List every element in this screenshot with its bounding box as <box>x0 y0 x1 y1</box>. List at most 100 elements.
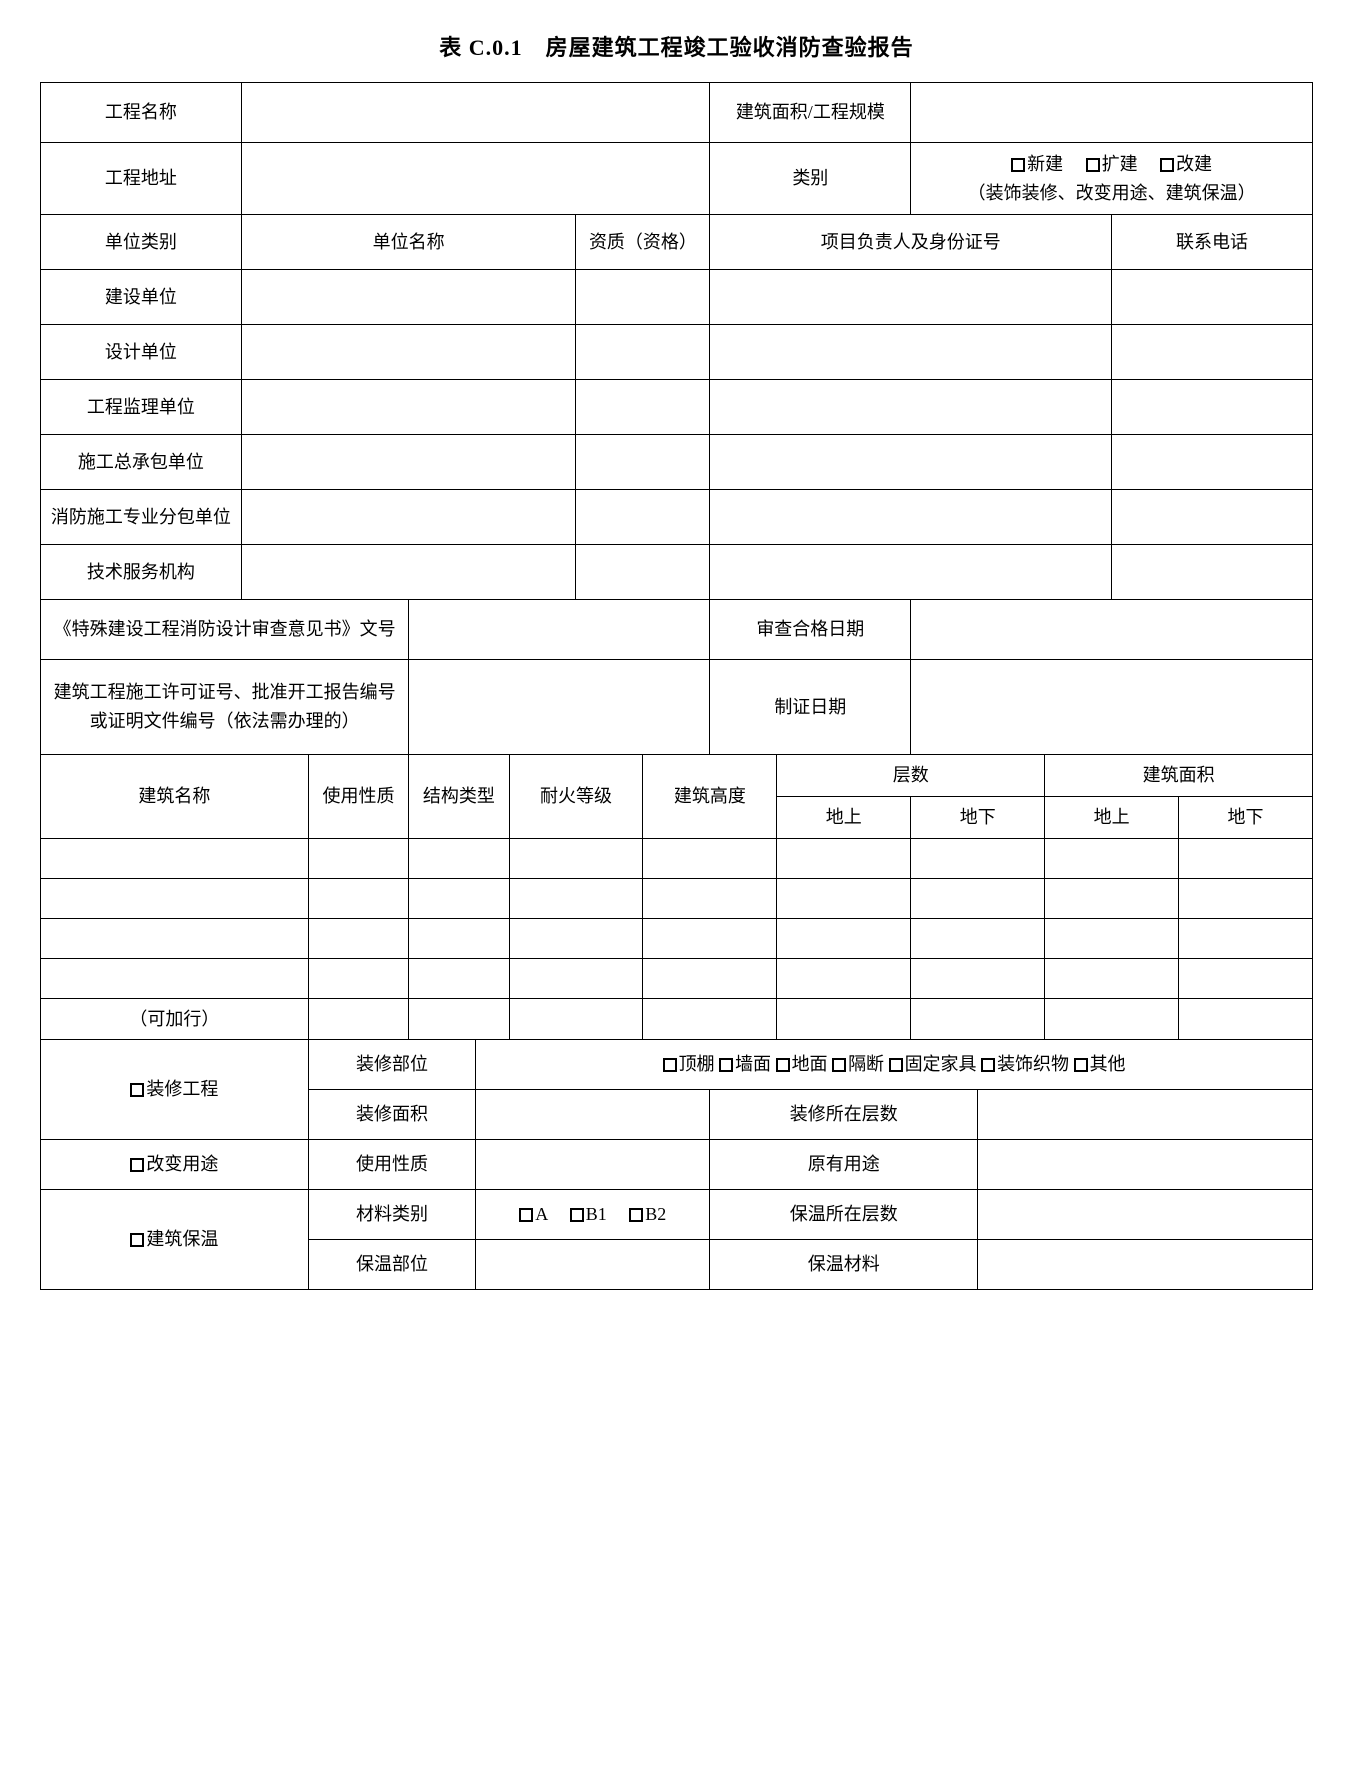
field-general-contractor-qual[interactable] <box>576 435 710 490</box>
table-row[interactable] <box>777 878 911 918</box>
table-row[interactable] <box>911 958 1045 998</box>
checkbox-floor[interactable] <box>776 1058 790 1072</box>
table-row[interactable] <box>777 998 911 1040</box>
field-tech-service-org-qual[interactable] <box>576 545 710 600</box>
table-row[interactable] <box>509 918 643 958</box>
field-tech-service-org-resp[interactable] <box>710 545 1112 600</box>
table-row[interactable] <box>409 998 509 1040</box>
field-permit-number[interactable] <box>409 660 710 755</box>
field-special-review-doc[interactable] <box>409 600 710 660</box>
checkbox-partition[interactable] <box>832 1058 846 1072</box>
table-row[interactable] <box>409 918 509 958</box>
table-row[interactable] <box>41 878 309 918</box>
field-decoration-area[interactable] <box>476 1090 710 1140</box>
table-row[interactable] <box>911 878 1045 918</box>
field-insulation-floor[interactable] <box>978 1190 1313 1240</box>
table-row[interactable] <box>1179 998 1313 1040</box>
field-construction-unit-resp[interactable] <box>710 270 1112 325</box>
table-row[interactable] <box>1179 838 1313 878</box>
checkbox-rebuild[interactable] <box>1160 158 1174 172</box>
table-row[interactable] <box>643 838 777 878</box>
field-review-pass-date[interactable] <box>911 600 1313 660</box>
checkbox-ceiling[interactable] <box>663 1058 677 1072</box>
field-construction-unit-phone[interactable] <box>1112 270 1313 325</box>
table-row[interactable] <box>643 878 777 918</box>
table-row[interactable] <box>911 838 1045 878</box>
field-construction-unit-qual[interactable] <box>576 270 710 325</box>
table-row[interactable] <box>409 838 509 878</box>
field-fire-subcontractor-name[interactable] <box>241 490 576 545</box>
table-row[interactable] <box>41 958 309 998</box>
field-project-name[interactable] <box>241 83 710 143</box>
field-general-contractor-phone[interactable] <box>1112 435 1313 490</box>
checkbox-fabric[interactable] <box>981 1058 995 1072</box>
checkbox-mat-a[interactable] <box>519 1208 533 1222</box>
field-design-unit-qual[interactable] <box>576 325 710 380</box>
checkbox-wall[interactable] <box>719 1058 733 1072</box>
table-row[interactable] <box>41 838 309 878</box>
checkbox-new[interactable] <box>1011 158 1025 172</box>
field-design-unit-name[interactable] <box>241 325 576 380</box>
field-cert-date[interactable] <box>911 660 1313 755</box>
checkbox-furniture[interactable] <box>889 1058 903 1072</box>
field-design-unit-phone[interactable] <box>1112 325 1313 380</box>
table-row[interactable] <box>509 838 643 878</box>
table-row[interactable] <box>777 918 911 958</box>
field-supervision-unit-phone[interactable] <box>1112 380 1313 435</box>
table-row[interactable] <box>41 918 309 958</box>
field-building-area-scale[interactable] <box>911 83 1313 143</box>
table-row[interactable] <box>643 958 777 998</box>
table-row[interactable] <box>409 958 509 998</box>
checkbox-expand[interactable] <box>1086 158 1100 172</box>
checkbox-change-use[interactable] <box>130 1158 144 1172</box>
table-row[interactable] <box>509 998 643 1040</box>
table-row[interactable] <box>1045 838 1179 878</box>
label-decoration-project[interactable]: 装修工程 <box>41 1040 309 1140</box>
table-row[interactable] <box>643 998 777 1040</box>
table-row[interactable] <box>308 998 408 1040</box>
table-row[interactable] <box>308 958 408 998</box>
field-construction-unit-name[interactable] <box>241 270 576 325</box>
field-decoration-floor[interactable] <box>978 1090 1313 1140</box>
table-row[interactable] <box>1045 958 1179 998</box>
table-row[interactable] <box>1045 918 1179 958</box>
checkbox-mat-b2[interactable] <box>629 1208 643 1222</box>
field-design-unit-resp[interactable] <box>710 325 1112 380</box>
field-fire-subcontractor-resp[interactable] <box>710 490 1112 545</box>
label-change-use[interactable]: 改变用途 <box>41 1140 309 1190</box>
table-row[interactable] <box>1045 878 1179 918</box>
table-row[interactable] <box>1179 878 1313 918</box>
field-supervision-unit-resp[interactable] <box>710 380 1112 435</box>
table-row[interactable] <box>308 918 408 958</box>
table-row[interactable] <box>1179 958 1313 998</box>
table-row[interactable] <box>308 878 408 918</box>
field-supervision-unit-name[interactable] <box>241 380 576 435</box>
table-row[interactable] <box>1179 918 1313 958</box>
field-original-use[interactable] <box>978 1140 1313 1190</box>
table-row[interactable] <box>409 878 509 918</box>
table-row[interactable] <box>911 918 1045 958</box>
table-row[interactable] <box>643 918 777 958</box>
field-fire-subcontractor-qual[interactable] <box>576 490 710 545</box>
table-row[interactable] <box>1045 998 1179 1040</box>
checkbox-mat-b1[interactable] <box>570 1208 584 1222</box>
table-row[interactable] <box>777 958 911 998</box>
field-insulation-material[interactable] <box>978 1240 1313 1290</box>
label-building-insulation[interactable]: 建筑保温 <box>41 1190 309 1290</box>
field-general-contractor-resp[interactable] <box>710 435 1112 490</box>
field-material-type[interactable]: A B1 B2 <box>476 1190 710 1240</box>
field-general-contractor-name[interactable] <box>241 435 576 490</box>
field-fire-subcontractor-phone[interactable] <box>1112 490 1313 545</box>
table-row[interactable] <box>509 878 643 918</box>
table-row[interactable] <box>509 958 643 998</box>
field-project-address[interactable] <box>241 143 710 215</box>
checkbox-decoration[interactable] <box>130 1083 144 1097</box>
field-use-nature2[interactable] <box>476 1140 710 1190</box>
field-tech-service-org-phone[interactable] <box>1112 545 1313 600</box>
field-insulation-part[interactable] <box>476 1240 710 1290</box>
field-decoration-parts[interactable]: 顶棚 墙面 地面 隔断 固定家具 装饰织物 其他 <box>476 1040 1313 1090</box>
field-tech-service-org-name[interactable] <box>241 545 576 600</box>
table-row[interactable] <box>777 838 911 878</box>
table-row[interactable] <box>308 838 408 878</box>
table-row[interactable] <box>911 998 1045 1040</box>
